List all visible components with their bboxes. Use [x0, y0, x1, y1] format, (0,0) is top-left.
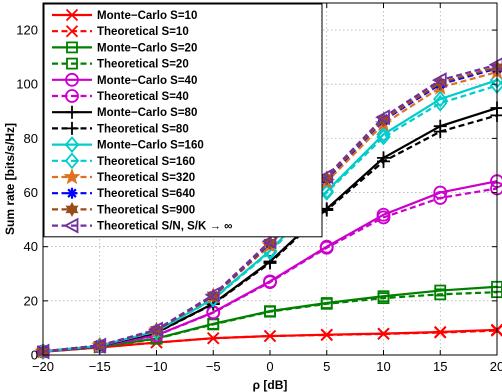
y-axis-label: Sum rate [bits/s/Hz]: [3, 123, 17, 235]
y-tick-label: 40: [24, 239, 38, 254]
x-marker: [65, 25, 79, 38]
legend-entry: Theoretical S=40: [52, 89, 189, 103]
axes: −20 −15 −10 −5 0 5 10 15 20 0 20 40 60 80 100 120: [16, 2, 502, 374]
y-tick-label: 0: [31, 348, 38, 363]
circle-marker: [65, 72, 79, 87]
hexagram-marker: [65, 201, 79, 217]
legend-entry: Monte−Carlo S=80: [52, 105, 197, 119]
x-marker: [65, 8, 79, 22]
legend-entry: Monte−Carlo S=40: [52, 72, 197, 87]
circle-marker: [319, 240, 334, 255]
legend-entry: Monte−Carlo S=20: [52, 41, 197, 54]
square-marker: [264, 305, 276, 318]
legend: Monte−Carlo S=10 Theoretical S=10 Monte−Ca…: [43, 3, 323, 238]
square-marker: [320, 297, 333, 310]
triangle-left-marker: [431, 72, 447, 89]
legend-entry: Theoretical S=80: [52, 121, 189, 135]
legend-label: Monte−Carlo S=40: [97, 75, 197, 87]
square-marker: [377, 292, 390, 305]
x-tick-label: 10: [376, 359, 390, 374]
legend-label: Theoretical S=20: [97, 59, 189, 71]
legend-label: Monte−Carlo S=160: [97, 140, 204, 152]
square-marker: [434, 288, 447, 301]
y-tick-label: 20: [24, 293, 38, 308]
plus-marker: [65, 105, 79, 119]
triangle-left-marker: [148, 321, 163, 338]
legend-label: Theoretical S/N, S/K → ∞: [97, 221, 232, 233]
legend-entry: Monte−Carlo S=160: [52, 136, 204, 153]
plus-marker: [433, 125, 447, 139]
star-marker: [63, 168, 81, 185]
y-tick-label: 80: [24, 131, 38, 146]
x-tick-label: 5: [323, 359, 330, 374]
asterisk-marker: [66, 187, 78, 199]
legend-label: Theoretical S=640: [97, 188, 195, 200]
diamond-marker: [433, 94, 448, 112]
x-tick-label: −10: [145, 359, 167, 374]
legend-label: Theoretical S=80: [97, 123, 189, 135]
legend-label: Monte−Carlo S=20: [97, 42, 197, 54]
y-tick-label: 60: [24, 185, 38, 200]
x-marker: [207, 332, 220, 345]
legend-entry: Monte−Carlo S=10: [52, 8, 197, 22]
x-tick-label: 0: [266, 359, 273, 374]
legend-label: Theoretical S=900: [97, 204, 195, 216]
x-axis-label: ρ [dB]: [253, 378, 288, 392]
diamond-marker: [376, 125, 391, 143]
x-tick-label: −20: [32, 359, 54, 374]
series-group: [34, 57, 502, 360]
legend-entry: Theoretical S/N, S/K → ∞: [52, 217, 232, 234]
legend-label: Monte−Carlo S=80: [97, 107, 197, 119]
legend-entry: Theoretical S=320: [52, 168, 195, 185]
x-marker: [320, 328, 333, 342]
legend-label: Theoretical S=320: [97, 172, 195, 184]
series-line: [42, 291, 498, 353]
y-tick-label: 120: [16, 23, 38, 38]
triangle-left-marker: [318, 168, 334, 185]
legend-entry: Theoretical S=900: [52, 201, 195, 217]
triangle-left-marker: [91, 337, 107, 354]
plus-marker: [377, 154, 390, 168]
legend-entry: Theoretical S=10: [52, 25, 189, 38]
triangle-left-marker: [63, 217, 79, 234]
triangle-left-marker: [375, 109, 390, 126]
legend-label: Theoretical S=10: [97, 26, 189, 38]
triangle-left-marker: [261, 233, 277, 250]
x-tick-label: −15: [89, 359, 111, 374]
legend-label: Theoretical S=40: [97, 91, 189, 103]
circle-marker: [376, 210, 391, 225]
x-marker: [377, 327, 390, 341]
legend-entry: Theoretical S=20: [52, 57, 189, 71]
legend-box: [43, 3, 323, 238]
y-tick-label: 100: [16, 77, 38, 92]
triangle-left-marker: [204, 286, 220, 303]
x-marker: [263, 329, 277, 343]
diamond-marker: [376, 128, 391, 146]
diamond-marker: [64, 136, 80, 153]
diamond-marker: [64, 152, 80, 170]
circle-marker: [65, 89, 79, 103]
series-14: [34, 57, 502, 360]
square-marker: [66, 57, 78, 70]
legend-entry: Theoretical S=640: [52, 187, 195, 200]
legend-entry: Theoretical S=160: [52, 152, 195, 170]
x-tick-label: 15: [433, 359, 447, 374]
circle-marker: [433, 191, 448, 205]
plus-marker: [65, 121, 79, 135]
diamond-marker: [433, 90, 448, 108]
legend-label: Theoretical S=160: [97, 156, 195, 168]
diamond-marker: [319, 184, 334, 201]
x-tick-label: 20: [490, 359, 502, 374]
square-marker: [66, 41, 78, 54]
x-marker: [434, 326, 447, 339]
series-line: [42, 63, 498, 353]
circle-marker: [263, 275, 277, 290]
x-tick-label: −5: [206, 359, 221, 374]
legend-label: Monte−Carlo S=10: [97, 10, 197, 22]
